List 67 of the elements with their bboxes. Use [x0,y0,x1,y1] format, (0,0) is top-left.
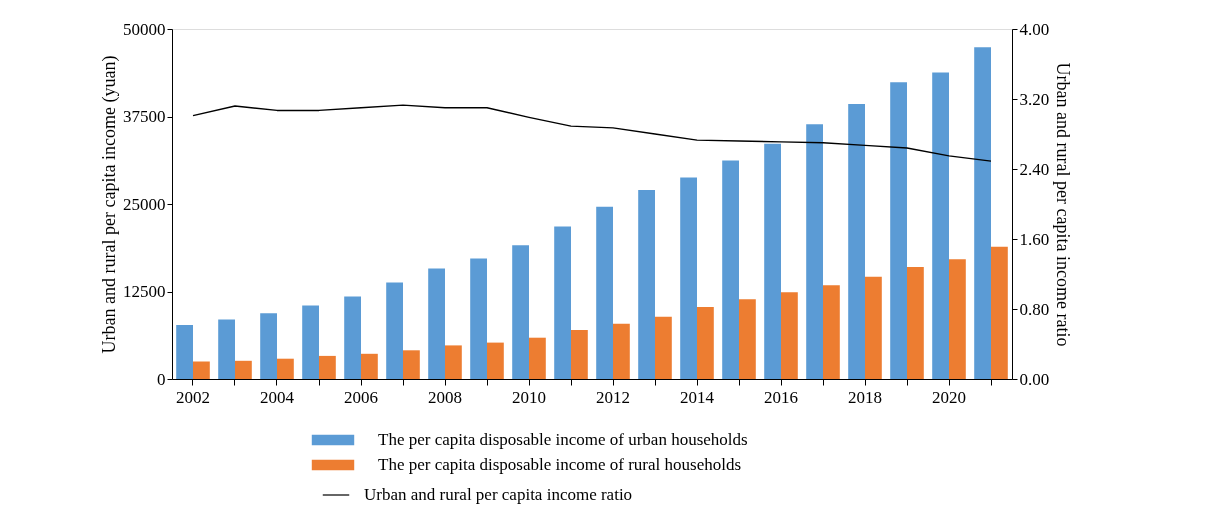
y-tick-label: 12500 [123,282,166,301]
bar [781,292,798,379]
legend-label: The per capita disposable income of rural households [378,455,742,474]
y2-tick-label: 0.80 [1019,299,1050,319]
y2-tick-label: 2.40 [1019,159,1050,179]
bar [697,306,714,379]
legend-label: The per capita disposable income of urban households [378,430,748,449]
bar [218,319,235,379]
bar [680,177,697,379]
y-tick-label: 0 [157,369,166,389]
bar [638,190,655,379]
bar [806,124,823,379]
bar [865,276,882,379]
bar [344,296,361,379]
bar [445,345,462,379]
bar [302,305,319,379]
x-tick-label: 2012 [596,387,630,407]
bar [403,350,420,379]
bar [613,323,630,379]
bar [722,160,739,379]
bar [907,267,924,379]
x-tick-label: 2016 [764,387,798,407]
line-series [192,104,992,162]
bar [529,337,546,379]
x-tick-label: 2020 [932,387,966,407]
legend-label: Urban and rural per capita income ratio [364,485,633,504]
bar [319,355,336,379]
y-tick-label: 37500 [123,107,166,126]
bar [193,361,210,379]
y2-tick-label: 1.60 [1019,229,1050,249]
y2-tick-label: 0.00 [1019,369,1050,389]
y2-tick-label: 4.00 [1019,19,1050,39]
y-tick-label: 50000 [123,19,166,39]
bar [277,358,294,379]
bar [932,72,949,379]
x-tick-label: 2010 [512,387,546,407]
bar [470,258,487,379]
bar [386,282,403,379]
bar [764,143,781,379]
bar [974,47,991,379]
bar [176,325,193,379]
x-tick-label: 2006 [344,387,378,407]
bar [361,353,378,379]
bar [571,330,588,379]
y2-tick-label: 3.20 [1019,89,1050,109]
x-tick-label: 2018 [848,387,882,407]
y-tick-label: 25000 [123,194,166,214]
bar [554,226,571,379]
bar [823,285,840,379]
x-tick-label: 2002 [176,387,210,407]
bar [739,299,756,379]
bar [991,246,1008,379]
x-tick-label: 2004 [260,387,295,407]
x-tick-label: 2008 [428,387,462,407]
y-axis-title: Urban and rural per capita income (yuan) [99,55,120,354]
bar [890,82,907,379]
bar [596,206,613,379]
bar [428,268,445,379]
bar [512,245,529,379]
bar [949,259,966,379]
x-tick-label: 2014 [680,387,715,407]
bar [487,342,504,379]
bar [655,316,672,379]
bar [235,360,252,379]
bar [848,103,865,379]
y2-axis-title: Urban and rural per capita income ratio [1053,62,1074,347]
bar [260,313,277,379]
